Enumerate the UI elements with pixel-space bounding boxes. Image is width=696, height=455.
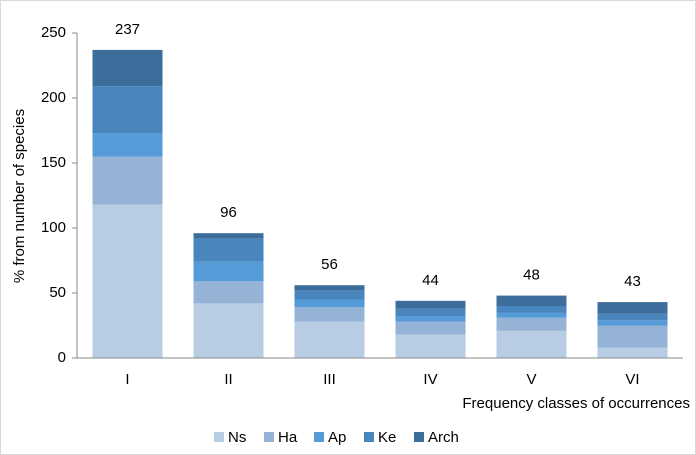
bar-segment [92, 156, 163, 205]
x-tick-label: II [224, 371, 232, 388]
bar-segment [92, 86, 163, 134]
total-label: 96 [220, 204, 237, 221]
bar-segment [597, 347, 668, 358]
x-tick-label: I [125, 371, 129, 388]
bar-segment [496, 312, 567, 318]
legend-label: Ha [278, 429, 298, 446]
y-tick-label: 0 [58, 349, 66, 366]
total-label: 237 [115, 21, 140, 38]
legend-swatch [214, 432, 224, 442]
legend-label: Ap [328, 429, 346, 446]
bar-segment [395, 316, 466, 322]
bar-segment [395, 334, 466, 358]
x-tick-label: V [526, 371, 536, 388]
total-label: 48 [523, 267, 540, 284]
legend-label: Ke [378, 429, 396, 446]
bar-segment [597, 320, 668, 326]
bar-segment [496, 330, 567, 358]
bar-segment [496, 295, 567, 306]
total-label: 43 [624, 273, 641, 290]
y-axis-title: % from number of species [11, 109, 28, 283]
bar-segment [496, 317, 567, 331]
bar-segment [92, 49, 163, 87]
bar-segment [193, 261, 264, 282]
bar-segment [92, 133, 163, 157]
bar-segment [294, 307, 365, 322]
y-tick-label: 100 [41, 219, 66, 236]
y-tick-label: 50 [49, 284, 66, 301]
bar-segment [395, 300, 466, 309]
x-tick-label: III [323, 371, 336, 388]
x-axis-title: Frequency classes of occurrences [462, 395, 690, 412]
bar-segment [597, 325, 668, 348]
bar-segment [193, 233, 264, 239]
legend-swatch [264, 432, 274, 442]
bar-segment [294, 285, 365, 291]
legend-swatch [414, 432, 424, 442]
bar-segment [597, 313, 668, 321]
bar-segment [294, 290, 365, 300]
bar-segment [193, 303, 264, 358]
bar-segment [496, 306, 567, 313]
bar-segment [395, 321, 466, 335]
y-tick-label: 150 [41, 154, 66, 171]
legend-swatch [314, 432, 324, 442]
bar-segment [294, 321, 365, 358]
x-tick-label: IV [423, 371, 437, 388]
bar-segment [395, 308, 466, 317]
x-tick-label: VI [625, 371, 639, 388]
bar-segment [294, 299, 365, 308]
legend-label: Ns [228, 429, 246, 446]
y-tick-label: 250 [41, 24, 66, 41]
legend-label: Arch [428, 429, 459, 446]
y-tick-label: 200 [41, 89, 66, 106]
bar-segment [597, 302, 668, 314]
bar-segment [92, 204, 163, 358]
legend-swatch [364, 432, 374, 442]
total-label: 56 [321, 256, 338, 273]
bar-segment [193, 238, 264, 262]
total-label: 44 [422, 272, 439, 289]
bar-segment [193, 281, 264, 304]
